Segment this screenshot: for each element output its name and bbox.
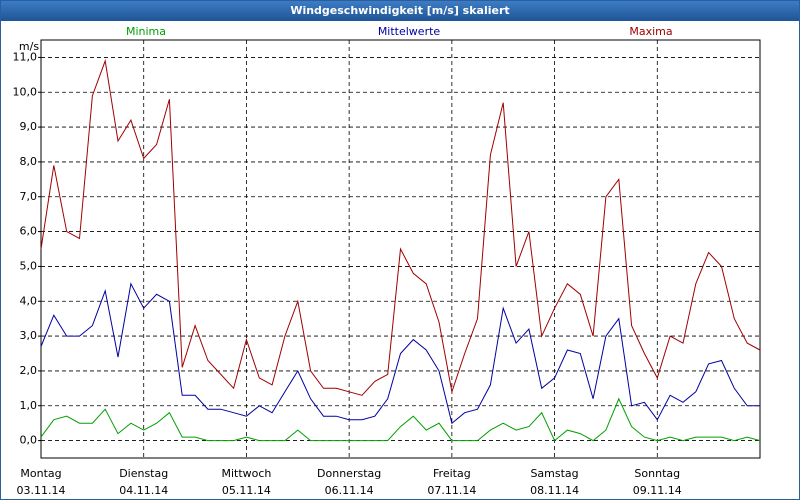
y-tick-label: 9,0 xyxy=(20,120,38,133)
y-tick-label: 1,0 xyxy=(20,399,38,412)
y-tick-label: 5,0 xyxy=(20,259,38,272)
y-tick-label: 10,0 xyxy=(13,85,38,98)
x-date-label: 08.11.14 xyxy=(530,484,579,497)
title-bar: Windgeschwindigkeit [m/s] skaliert xyxy=(1,1,799,21)
y-tick-label: 2,0 xyxy=(20,364,38,377)
x-date-label: 07.11.14 xyxy=(427,484,476,497)
x-weekday-label: Montag xyxy=(20,467,61,480)
chart: m/s 0,0 1,0 2,0 3,0 4,0 5,0 6,0 7,0 8,0 9,0 10,0 11… xyxy=(13,25,761,497)
y-unit: m/s xyxy=(19,40,39,53)
x-weekday-label: Freitag xyxy=(433,467,471,480)
y-tick-label: 4,0 xyxy=(20,294,38,307)
legend-entry: Mittelwerte xyxy=(378,25,441,38)
series-line xyxy=(40,397,761,442)
series-line xyxy=(40,58,761,396)
y-tick-label: 8,0 xyxy=(20,155,38,168)
x-weekday-label: Mittwoch xyxy=(221,467,271,480)
series-line xyxy=(40,282,760,425)
y-tick-label: 11,0 xyxy=(13,50,38,63)
y-tick-label: 0,0 xyxy=(20,434,38,447)
y-tick-label: 6,0 xyxy=(20,225,38,238)
legend-entry: Maxima xyxy=(629,25,672,38)
y-tick-label: 7,0 xyxy=(20,190,38,203)
x-date-label: 09.11.14 xyxy=(633,484,682,497)
x-date-label: 06.11.14 xyxy=(325,484,374,497)
x-weekday-label: Donnerstag xyxy=(317,467,381,480)
x-date-label: 04.11.14 xyxy=(119,484,168,497)
x-date-label: 05.11.14 xyxy=(222,484,271,497)
x-date-label: 03.11.14 xyxy=(17,484,66,497)
x-weekday-label: Dienstag xyxy=(119,467,168,480)
legend-entry: Minima xyxy=(126,25,166,38)
y-tick-label: 3,0 xyxy=(20,329,38,342)
x-weekday-label: Samstag xyxy=(530,467,578,480)
x-weekday-label: Sonntag xyxy=(634,467,680,480)
